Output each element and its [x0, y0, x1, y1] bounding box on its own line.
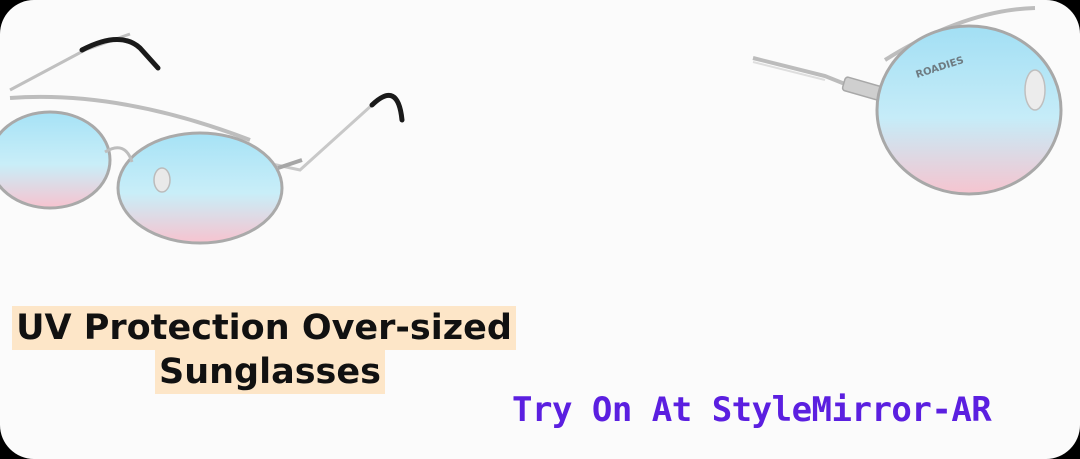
product-title: UV Protection Over-sized Sunglasses: [0, 306, 540, 394]
sunglasses-front-angle-image: [0, 32, 405, 245]
product-title-line-2: Sunglasses: [155, 350, 385, 394]
try-on-cta-text[interactable]: Try On At StyleMirror-AR: [512, 390, 992, 430]
sunglasses-side-angle-image: ROADIES: [752, 6, 1063, 196]
product-title-line-1: UV Protection Over-sized: [12, 306, 516, 350]
